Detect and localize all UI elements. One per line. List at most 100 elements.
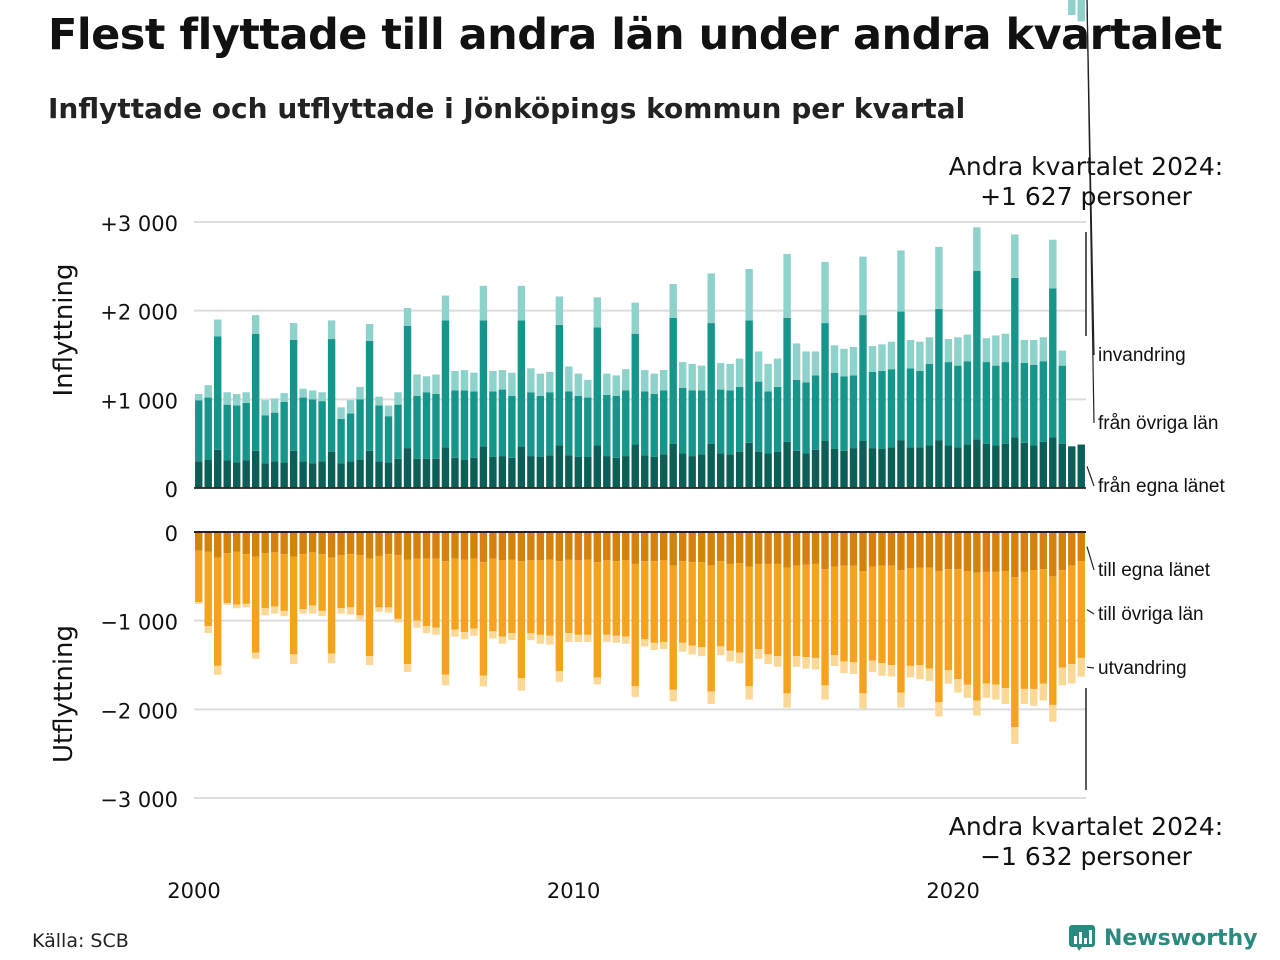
bar-segment-inflow	[660, 454, 668, 488]
bar-segment-inflow	[394, 404, 402, 459]
bar-segment-outflow	[375, 607, 383, 612]
bar-segment-inflow	[935, 308, 943, 441]
bar-segment-inflow	[1020, 362, 1029, 443]
bar-segment-inflow	[716, 453, 725, 488]
bar-segment-inflow	[992, 445, 1000, 488]
bar-segment-inflow	[546, 371, 554, 393]
bar-segment-inflow	[479, 446, 488, 488]
bar-segment-outflow	[887, 532, 896, 566]
bar-segment-outflow	[555, 561, 564, 672]
bar-segment-outflow	[716, 532, 725, 562]
bar-segment-outflow	[792, 656, 801, 667]
bar-segment-outflow	[536, 634, 545, 644]
bar-segment-inflow	[451, 370, 459, 391]
bar-segment-inflow	[679, 453, 687, 488]
bar-segment-outflow	[849, 662, 858, 674]
bar-segment-inflow	[1058, 443, 1066, 488]
bar-segment-inflow	[413, 458, 421, 488]
bar-segment-outflow	[925, 668, 934, 681]
bar-segment-outflow	[622, 560, 630, 637]
bar-segment-inflow	[745, 268, 753, 321]
annotation-top-line1: Andra kvartalet 2024:	[949, 152, 1223, 181]
bar-segment-outflow	[432, 627, 440, 635]
bar-segment-inflow	[954, 337, 962, 366]
bar-segment-inflow	[204, 385, 212, 398]
bar-segment-inflow	[223, 460, 231, 488]
bar-segment-inflow	[289, 450, 298, 488]
bar-segment-inflow	[669, 443, 677, 488]
bar-segment-inflow	[517, 446, 526, 488]
bar-segment-outflow	[299, 554, 307, 610]
bar-segment-outflow	[451, 532, 459, 559]
bar-segment-outflow	[593, 562, 601, 678]
bar-segment-outflow	[963, 571, 972, 685]
bar-segment-outflow	[641, 532, 649, 562]
bar-segment-inflow	[1011, 277, 1019, 438]
bar-segment-inflow	[688, 390, 696, 457]
bar-segment-inflow	[849, 375, 858, 449]
bar-segment-inflow	[1068, 0, 1076, 16]
bar-segment-inflow	[242, 402, 250, 461]
bar-segment-inflow	[593, 297, 601, 328]
bar-segment-outflow	[840, 565, 848, 662]
bar-segment-outflow	[735, 563, 744, 653]
bar-segment-inflow	[422, 392, 431, 459]
bar-segment-outflow	[925, 567, 934, 669]
bar-segment-outflow	[584, 559, 592, 635]
bar-segment-outflow	[878, 565, 886, 664]
bar-segment-inflow	[318, 401, 326, 462]
bar-segment-outflow	[356, 615, 364, 620]
bar-segment-inflow	[830, 448, 839, 488]
bar-segment-outflow	[603, 532, 611, 561]
bar-segment-outflow	[811, 532, 820, 564]
bar-segment-inflow	[536, 395, 545, 457]
bar-segment-inflow	[308, 390, 317, 400]
bar-segment-outflow	[840, 532, 848, 566]
bar-segment-inflow	[612, 375, 620, 396]
bar-segment-inflow	[318, 461, 326, 488]
series-label-utvandring: utvandring	[1098, 658, 1187, 679]
bar-segment-outflow	[451, 629, 459, 637]
bar-segment-inflow	[697, 365, 706, 391]
bar-segment-inflow	[270, 461, 279, 488]
bar-segment-inflow	[546, 392, 554, 456]
bar-segment-outflow	[868, 566, 877, 661]
bar-segment-inflow	[897, 311, 905, 441]
bar-segment-outflow	[574, 634, 583, 642]
bar-segment-inflow	[517, 320, 526, 447]
bar-segment-outflow	[897, 570, 905, 693]
bar-segment-outflow	[697, 562, 706, 648]
bar-segment-inflow	[479, 320, 488, 447]
bar-segment-outflow	[783, 532, 791, 568]
bar-segment-outflow	[242, 603, 250, 608]
bar-segment-inflow	[337, 463, 345, 488]
bar-segment-inflow	[536, 456, 545, 488]
series-label-utvandring-leader	[1086, 666, 1095, 669]
bar-segment-inflow	[242, 392, 250, 403]
bar-segment-outflow	[327, 653, 336, 664]
annotation-top-line2: +1 627 personer	[980, 182, 1193, 211]
bar-segment-inflow	[422, 458, 431, 488]
bar-segment-outflow	[270, 552, 279, 607]
bar-segment-inflow	[925, 337, 934, 364]
bar-segment-outflow	[1068, 565, 1076, 665]
bar-segment-inflow	[280, 462, 288, 488]
bar-segment-inflow	[280, 401, 288, 463]
bar-segment-inflow	[441, 320, 450, 448]
bar-segment-inflow	[489, 370, 497, 392]
bar-segment-outflow	[308, 532, 317, 553]
bar-segment-outflow	[1020, 532, 1029, 572]
bar-segment-inflow	[973, 227, 981, 271]
bar-segment-inflow	[204, 397, 212, 460]
bar-segment-inflow	[413, 395, 421, 459]
bar-segment-inflow	[432, 458, 440, 488]
bar-segment-outflow	[422, 625, 431, 634]
bar-segment-inflow	[868, 371, 877, 449]
bar-segment-outflow	[356, 532, 364, 556]
bar-segment-inflow	[641, 391, 649, 456]
y-tick-label: 0	[165, 522, 178, 546]
bar-segment-outflow	[261, 532, 269, 554]
bar-segment-outflow	[489, 532, 497, 559]
bar-segment-inflow	[897, 250, 905, 312]
bar-segment-inflow	[612, 395, 620, 458]
